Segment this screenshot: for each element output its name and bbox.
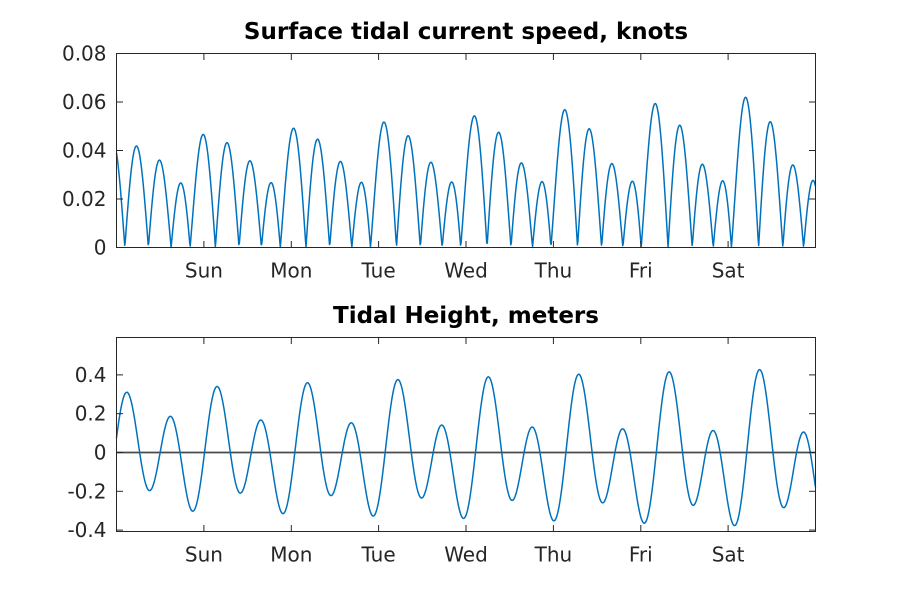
x-tick-label: Fri bbox=[629, 543, 653, 567]
x-tick-label: Sun bbox=[185, 543, 223, 567]
y-tick-label: 0.4 bbox=[75, 363, 107, 387]
x-tick-label: Sat bbox=[712, 259, 745, 283]
top-plot-title: Surface tidal current speed, knots bbox=[244, 19, 688, 45]
y-tick-label: 0 bbox=[94, 441, 107, 465]
y-tick-label: 0.08 bbox=[62, 42, 107, 66]
bottom-plot-title: Tidal Height, meters bbox=[333, 303, 599, 329]
x-tick-label: Wed bbox=[444, 543, 488, 567]
x-tick-label: Tue bbox=[361, 543, 396, 567]
y-tick-label: 0.2 bbox=[75, 402, 107, 426]
tidal-series-curve bbox=[115, 368, 817, 527]
x-tick-label: Wed bbox=[444, 259, 488, 283]
x-tick-label: Thu bbox=[534, 259, 573, 283]
y-tick-label: 0.02 bbox=[62, 187, 107, 211]
x-tick-label: Mon bbox=[270, 259, 312, 283]
y-tick-label: -0.4 bbox=[67, 518, 106, 542]
y-tick-label: 0 bbox=[94, 236, 107, 260]
x-tick-label: Sat bbox=[712, 543, 745, 567]
x-tick-label: Fri bbox=[629, 259, 653, 283]
tidal-series-curve bbox=[115, 96, 817, 249]
y-tick-label: -0.2 bbox=[67, 479, 106, 503]
x-tick-label: Sun bbox=[185, 259, 223, 283]
x-tick-label: Mon bbox=[270, 543, 312, 567]
x-tick-label: Thu bbox=[534, 543, 573, 567]
y-tick-label: 0.04 bbox=[62, 139, 107, 163]
x-tick-label: Tue bbox=[361, 259, 396, 283]
y-tick-label: 0.06 bbox=[62, 90, 107, 114]
